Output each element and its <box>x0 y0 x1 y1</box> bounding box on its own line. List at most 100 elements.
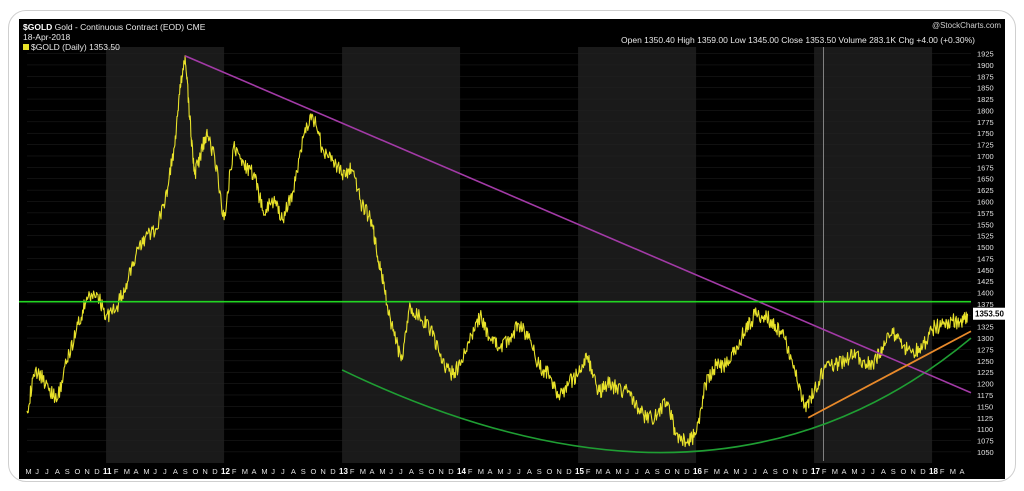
x-month-label: A <box>960 467 965 476</box>
x-month-label: A <box>370 467 375 476</box>
y-tick-label: 1750 <box>977 129 994 138</box>
y-tick-label: 1825 <box>977 95 994 104</box>
legend-label: $GOLD (Daily) 1353.50 <box>31 42 120 52</box>
x-month-label: M <box>124 467 130 476</box>
x-month-label: O <box>901 467 907 476</box>
x-month-label: N <box>438 467 443 476</box>
support-curve <box>341 337 972 454</box>
x-month-label: F <box>232 467 237 476</box>
y-tick-label: 1625 <box>977 186 994 195</box>
x-year-label: 16 <box>693 467 702 476</box>
price-line <box>26 55 969 448</box>
y-tick-label: 1200 <box>977 380 994 389</box>
x-month-label: N <box>320 467 325 476</box>
x-month-label: J <box>35 467 39 476</box>
x-month-label: J <box>743 467 747 476</box>
x-month-label: N <box>202 467 207 476</box>
y-tick-label: 1100 <box>977 425 993 434</box>
x-year-label: 15 <box>575 467 584 476</box>
x-month-label: F <box>586 467 591 476</box>
y-tick-label: 1875 <box>977 72 994 81</box>
x-month-label: M <box>25 467 31 476</box>
x-month-label: D <box>566 467 572 476</box>
stockcharts-logo: @StockCharts.com <box>931 21 1001 30</box>
year-band <box>578 47 697 463</box>
x-month-label: A <box>291 467 296 476</box>
x-month-label: A <box>881 467 886 476</box>
x-month-label: J <box>753 467 757 476</box>
x-month-label: J <box>153 467 157 476</box>
x-month-label: F <box>822 467 827 476</box>
x-month-label: S <box>773 467 778 476</box>
x-month-label: A <box>527 467 532 476</box>
y-tick-label: 1425 <box>977 277 994 286</box>
chart-card: 1050 1075 1100 1125 1150 1175 1200 1225 1250 1275… <box>8 10 1016 482</box>
x-month-label: M <box>261 467 267 476</box>
x-month-label: M <box>733 467 739 476</box>
x-month-label: N <box>674 467 679 476</box>
y-tick-label: 1225 <box>977 368 994 377</box>
x-month-label: J <box>871 467 875 476</box>
y-tick-label: 1300 <box>977 334 994 343</box>
x-month-label: S <box>537 467 542 476</box>
x-month-label: J <box>45 467 49 476</box>
x-month-label: M <box>714 467 720 476</box>
y-tick-label: 1325 <box>977 323 994 332</box>
x-month-label: M <box>478 467 484 476</box>
y-tick-label: 1600 <box>977 198 994 207</box>
y-tick-label: 1575 <box>977 209 994 218</box>
x-month-label: J <box>507 467 511 476</box>
y-tick-label: 1175 <box>977 391 993 400</box>
x-month-label: A <box>409 467 414 476</box>
x-month-label: D <box>684 467 690 476</box>
y-tick-label: 1700 <box>977 152 994 161</box>
y-tick-label: 1275 <box>977 345 994 354</box>
x-month-label: O <box>429 467 435 476</box>
x-month-label: O <box>665 467 671 476</box>
y-tick-label: 1775 <box>977 118 994 127</box>
x-month-label: M <box>851 467 857 476</box>
x-month-label: A <box>763 467 768 476</box>
x-month-label: M <box>497 467 503 476</box>
y-tick-label: 1375 <box>977 300 994 309</box>
x-month-label: S <box>65 467 70 476</box>
x-month-label: M <box>832 467 838 476</box>
year-band <box>814 47 933 463</box>
x-month-label: S <box>891 467 896 476</box>
x-month-label: O <box>75 467 81 476</box>
last-value-label: 1353.50 <box>975 310 1004 319</box>
x-month-label: A <box>134 467 139 476</box>
x-month-label: N <box>792 467 797 476</box>
x-month-label: A <box>488 467 493 476</box>
x-month-label: D <box>920 467 926 476</box>
x-month-label: D <box>330 467 336 476</box>
y-tick-label: 1550 <box>977 220 994 229</box>
x-month-label: O <box>193 467 199 476</box>
x-month-label: J <box>163 467 167 476</box>
downtrend-line <box>184 55 972 394</box>
x-month-label: O <box>547 467 553 476</box>
y-tick-label: 1800 <box>977 106 994 115</box>
x-year-label: 13 <box>339 467 348 476</box>
y-tick-label: 1150 <box>977 402 993 411</box>
y-tick-label: 1725 <box>977 141 994 150</box>
symbol-label: $GOLD <box>23 22 53 32</box>
x-month-label: J <box>861 467 865 476</box>
series-legend: $GOLD (Daily) 1353.50 <box>23 42 120 52</box>
y-tick-label: 1125 <box>977 414 993 423</box>
x-month-label: A <box>55 467 60 476</box>
x-month-label: A <box>173 467 178 476</box>
x-month-label: F <box>468 467 473 476</box>
x-month-label: F <box>940 467 945 476</box>
x-month-label: S <box>419 467 424 476</box>
y-tick-label: 1475 <box>977 254 994 263</box>
y-tick-label: 1250 <box>977 357 994 366</box>
x-month-label: F <box>350 467 355 476</box>
x-month-label: M <box>360 467 366 476</box>
y-tick-label: 1900 <box>977 61 994 70</box>
x-month-label: J <box>399 467 403 476</box>
x-month-label: A <box>606 467 611 476</box>
x-month-label: F <box>704 467 709 476</box>
instrument-name: Gold - Continuous Contract (EOD) <box>54 22 185 32</box>
x-month-label: A <box>252 467 257 476</box>
